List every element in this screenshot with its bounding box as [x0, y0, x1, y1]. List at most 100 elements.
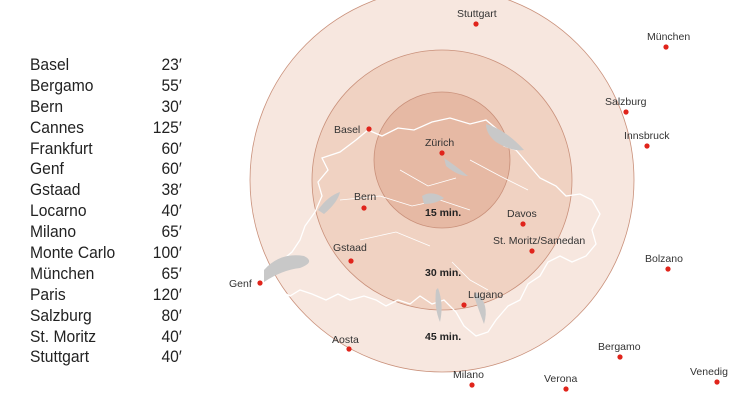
city-basel: Basel: [334, 124, 372, 136]
location-dot-icon: [439, 150, 445, 156]
table-row: Frankfurt 60′: [30, 139, 182, 160]
city-label: Venedig: [690, 366, 728, 378]
city-milano: Milano: [453, 369, 484, 388]
flight-time: 65′: [161, 263, 182, 283]
table-row: Genf 60′: [30, 159, 182, 180]
flight-time: 120′: [152, 284, 182, 304]
location-dot-icon: [473, 21, 479, 27]
city-label: Genf: [229, 278, 252, 290]
flight-time: 38′: [161, 180, 182, 200]
table-row: Cannes 125′: [30, 118, 182, 139]
city-st-moritz: St. Moritz/Samedan: [493, 235, 585, 254]
city-label: Innsbruck: [624, 130, 670, 142]
city-venedig: Venedig: [690, 366, 728, 385]
location-dot-icon: [257, 280, 263, 286]
location-dot-icon: [346, 346, 352, 352]
lake-geneva: [264, 255, 310, 282]
city-salzburg: Salzburg: [605, 96, 647, 115]
city-name: Cannes: [30, 117, 84, 137]
lake-maggiore: [435, 288, 442, 322]
table-row: St. Moritz 40′: [30, 327, 182, 348]
table-row: Stuttgart 40′: [30, 347, 182, 368]
lake-neuchatel: [318, 192, 340, 214]
lake-lucerne: [422, 193, 444, 204]
flight-time: 40′: [161, 347, 182, 367]
flight-time: 40′: [161, 201, 182, 221]
ring-label-45: 45 min.: [425, 331, 461, 343]
location-dot-icon: [529, 248, 535, 254]
city-label: Aosta: [332, 334, 359, 346]
table-row: Milano 65′: [30, 222, 182, 243]
flight-time: 40′: [161, 326, 182, 346]
city-bern: Bern: [354, 191, 376, 211]
city-bolzano: Bolzano: [645, 253, 683, 272]
flight-time: 55′: [161, 75, 182, 95]
city-label: St. Moritz/Samedan: [493, 235, 585, 247]
ring-15-min: [373, 91, 511, 229]
city-label: Verona: [544, 373, 577, 385]
city-innsbruck: Innsbruck: [624, 130, 670, 149]
city-name: Paris: [30, 284, 66, 304]
city-verona: Verona: [544, 373, 577, 392]
city-label: Bolzano: [645, 253, 683, 265]
city-davos: Davos: [507, 208, 537, 227]
city-aosta: Aosta: [332, 334, 359, 352]
city-label: München: [647, 31, 690, 43]
table-row: Paris 120′: [30, 285, 182, 306]
city-name: Stuttgart: [30, 347, 90, 367]
flight-time: 60′: [161, 159, 182, 179]
location-dot-icon: [348, 258, 354, 264]
city-genf: Genf: [229, 278, 263, 290]
location-dot-icon: [366, 126, 372, 132]
flight-time: 23′: [161, 55, 182, 74]
lake-como: [474, 292, 486, 324]
table-row: Bern 30′: [30, 97, 182, 118]
ring-label-30: 30 min.: [425, 267, 461, 279]
switzerland-outline: [261, 117, 601, 337]
location-dot-icon: [617, 354, 623, 360]
location-dot-icon: [563, 386, 569, 392]
flight-time: 60′: [161, 138, 182, 158]
table-row: Bergamo 55′: [30, 76, 182, 97]
location-dot-icon: [469, 382, 475, 388]
city-name: Bern: [30, 96, 64, 116]
table-row: Basel 23′: [30, 55, 182, 76]
location-dot-icon: [461, 302, 467, 308]
city-label: Basel: [334, 124, 360, 136]
flight-time: 125′: [152, 117, 182, 137]
table-row: Locarno 40′: [30, 201, 182, 222]
table-row: Monte Carlo 100′: [30, 243, 182, 264]
city-muenchen: München: [647, 31, 690, 50]
table-row: München 65′: [30, 264, 182, 285]
city-name: München: [30, 263, 95, 283]
city-name: Genf: [30, 159, 64, 179]
lake-constance: [486, 124, 524, 151]
table-row: Salzburg 80′: [30, 306, 182, 327]
city-name: St. Moritz: [30, 326, 97, 346]
flight-time: 30′: [161, 96, 182, 116]
canton-borders: [339, 159, 529, 291]
city-label: Milano: [453, 369, 484, 381]
city-label: Bern: [354, 191, 376, 203]
location-dot-icon: [714, 379, 720, 385]
city-bergamo: Bergamo: [598, 341, 641, 360]
location-dot-icon: [665, 266, 671, 272]
city-label: Stuttgart: [457, 8, 497, 20]
ring-label-15: 15 min.: [425, 207, 461, 219]
flight-time: 65′: [161, 222, 182, 242]
lake-zurich: [444, 158, 468, 176]
city-name: Monte Carlo: [30, 243, 116, 263]
city-label: Bergamo: [598, 341, 641, 353]
city-label: Zürich: [425, 137, 454, 149]
table-row: Gstaad 38′: [30, 180, 182, 201]
location-dot-icon: [644, 143, 650, 149]
location-dot-icon: [520, 221, 526, 227]
city-name: Bergamo: [30, 75, 94, 95]
city-label: Salzburg: [605, 96, 647, 108]
city-stuttgart: Stuttgart: [457, 8, 497, 27]
city-name: Frankfurt: [30, 138, 93, 158]
city-name: Milano: [30, 222, 77, 242]
city-gstaad: Gstaad: [333, 242, 367, 264]
city-label: Davos: [507, 208, 537, 220]
